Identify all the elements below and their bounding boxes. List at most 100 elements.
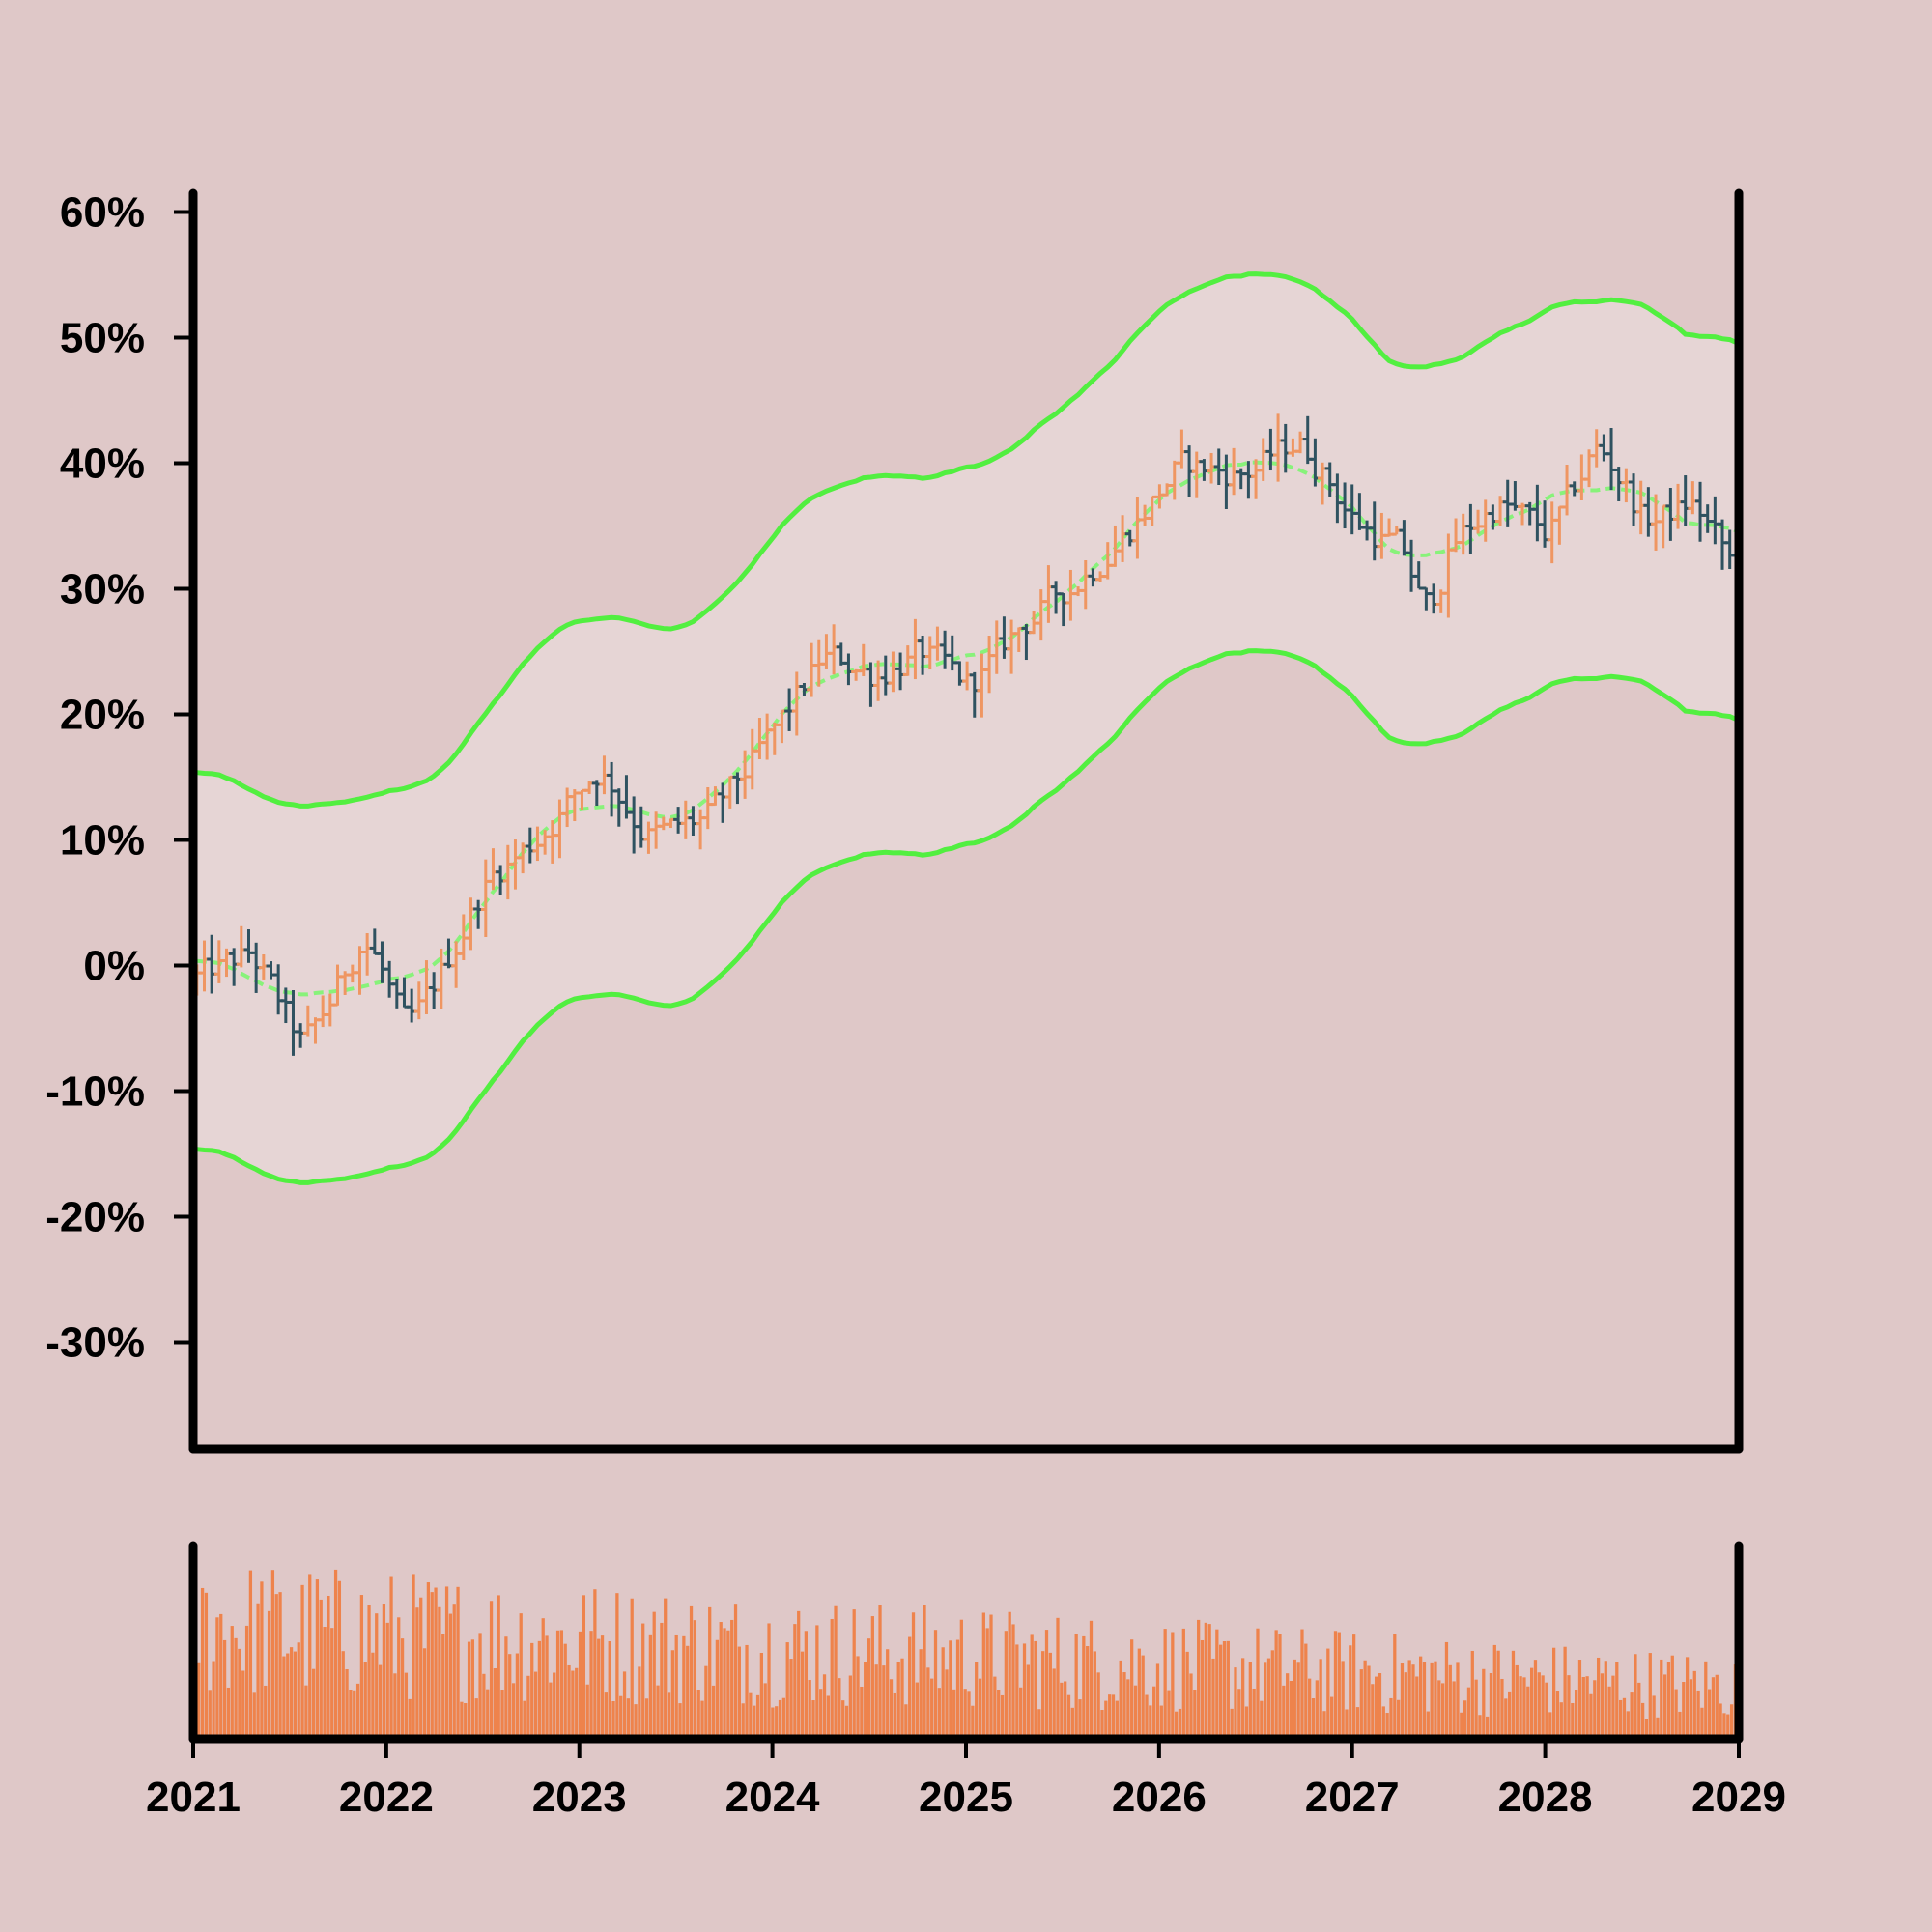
volume-bar (822, 1674, 827, 1739)
volume-bar (1248, 1662, 1252, 1739)
volume-bar (422, 1648, 427, 1739)
volume-bar (1226, 1640, 1230, 1739)
volume-bar (1282, 1685, 1286, 1739)
volume-bar (274, 1594, 278, 1739)
volume-bar (1567, 1675, 1571, 1739)
volume-bar (878, 1605, 882, 1739)
volume-bar (789, 1659, 793, 1739)
volume-bar (504, 1636, 508, 1739)
volume-bar (755, 1694, 760, 1739)
volume-bar (393, 1673, 397, 1739)
volume-bar (1167, 1690, 1171, 1739)
volume-bar (208, 1690, 212, 1739)
volume-bar (886, 1649, 890, 1739)
volume-bar (1674, 1689, 1678, 1739)
volume-bar (1264, 1662, 1267, 1739)
volume-bar (1141, 1655, 1145, 1739)
volume-bar (608, 1641, 611, 1739)
volume-bar (1456, 1662, 1460, 1739)
volume-bar (874, 1664, 878, 1739)
volume-bar (1526, 1686, 1530, 1739)
volume-bar (553, 1672, 556, 1739)
volume-bar (1522, 1677, 1526, 1739)
volume-bar (1341, 1661, 1345, 1739)
volume-bar (1666, 1662, 1671, 1739)
volume-bar (670, 1650, 675, 1739)
volume-bar (1037, 1709, 1041, 1739)
volume-bar (219, 1613, 223, 1739)
volume-bar (1593, 1680, 1597, 1739)
volume-bar (622, 1671, 627, 1739)
volume-bar (1722, 1713, 1726, 1739)
volume-bar (1489, 1672, 1493, 1739)
volume-bar (1026, 1664, 1030, 1739)
volume-bar (1559, 1702, 1563, 1739)
volume-bar (719, 1622, 723, 1739)
volume-bar (252, 1692, 256, 1739)
volume-bar (1504, 1698, 1508, 1739)
volume-bar (767, 1623, 771, 1739)
volume-bar (978, 1678, 982, 1739)
volume-bar (353, 1690, 356, 1739)
volume-bar (763, 1683, 767, 1739)
volume-bar (212, 1661, 215, 1739)
volume-bar (860, 1686, 864, 1739)
volume-bar (1426, 1711, 1430, 1739)
volume-bar (282, 1656, 286, 1739)
volume-bar (460, 1701, 464, 1739)
x-tick-label: 2029 (1691, 1774, 1786, 1821)
volume-bar (841, 1700, 845, 1739)
volume-bar (1300, 1629, 1304, 1739)
volume-bar (815, 1625, 819, 1739)
volume-bar (234, 1637, 238, 1739)
volume-bar (1004, 1631, 1008, 1739)
volume-bar (689, 1605, 694, 1739)
tick-labels: -30% -20% -10% 0% 10% 20% 30% 40% 50% 60% 2021 2022… (45, 189, 1786, 1822)
volume-bar (337, 1580, 342, 1739)
volume-bar (1496, 1650, 1500, 1739)
volume-bar (648, 1634, 653, 1739)
volume-bar (585, 1684, 589, 1739)
volume-bar (1648, 1653, 1652, 1739)
volume-bar (256, 1603, 260, 1739)
volume-bar (1448, 1664, 1452, 1739)
volume-bar (1581, 1676, 1585, 1739)
volume-bar (693, 1620, 697, 1739)
x-tick-label: 2026 (1112, 1774, 1207, 1821)
volume-bar (904, 1704, 908, 1739)
volume-bar (1430, 1662, 1434, 1739)
volume-bar (349, 1690, 353, 1739)
volume-bar (1378, 1673, 1382, 1739)
volume-bar (571, 1670, 575, 1739)
volume-bar (1322, 1711, 1326, 1739)
volume-bar (1726, 1714, 1730, 1739)
volume-bar (1622, 1697, 1627, 1739)
volume-bar (500, 1690, 504, 1739)
volume-bar (311, 1668, 316, 1739)
volume-bar (408, 1698, 412, 1739)
volume-bar (686, 1645, 690, 1739)
volume-bar (412, 1574, 415, 1739)
volume-bar (1682, 1682, 1686, 1739)
volume-bar (1385, 1713, 1389, 1739)
volume-bar (359, 1595, 364, 1739)
volume-bar (981, 1612, 985, 1739)
volume-bar (1133, 1685, 1138, 1739)
volume-bar (1618, 1699, 1623, 1739)
volume-bar (371, 1652, 375, 1739)
volume-bar (967, 1691, 971, 1739)
volume-bar (1222, 1641, 1227, 1739)
volume-bar (630, 1598, 634, 1739)
volume-bar (1015, 1644, 1019, 1739)
volume-bar (1630, 1692, 1634, 1739)
volume-bar (1337, 1632, 1341, 1739)
volume-bar (1596, 1657, 1601, 1739)
volume-bar (582, 1595, 586, 1739)
volume-bar (864, 1662, 867, 1739)
volume-bar (1034, 1640, 1037, 1739)
volume-bar (330, 1628, 334, 1739)
volume-bar (882, 1665, 886, 1739)
volume-bar (1119, 1660, 1122, 1739)
volume-bar (215, 1617, 219, 1739)
volume-bar (1041, 1651, 1045, 1739)
